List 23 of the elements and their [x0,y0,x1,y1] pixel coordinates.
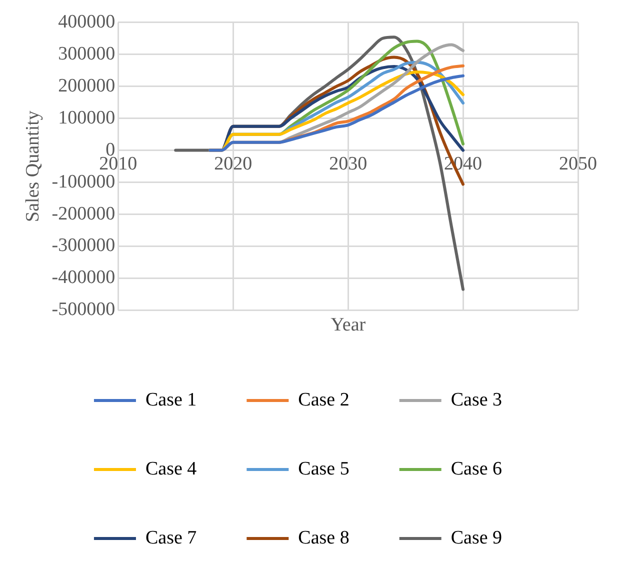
legend-label: Case 3 [450,389,502,410]
legend-label: Case 2 [298,389,350,410]
y-tick-label: -200000 [52,203,116,224]
y-tick-label: 300000 [58,43,116,64]
y-tick-label: -500000 [52,299,116,320]
y-tick-label: 400000 [58,11,116,32]
x-tick-label: 2030 [329,154,368,175]
y-tick-label: -400000 [52,267,116,288]
y-tick-label: -300000 [52,235,116,256]
legend-label: Case 1 [145,389,197,410]
legend-label: Case 9 [450,527,502,548]
y-tick-label: -100000 [52,171,116,192]
legend-label: Case 8 [298,527,350,548]
legend-label: Case 5 [298,458,350,480]
x-tick-label: 2020 [214,154,252,175]
legend-label: Case 7 [145,527,197,548]
legend-label: Case 4 [145,458,198,480]
x-tick-label: 2050 [559,154,597,175]
x-axis-title: Year [330,314,366,336]
legend-label: Case 6 [450,458,502,480]
y-tick-label: 200000 [58,75,116,96]
y-axis-title: Sales Quantity [22,110,44,222]
y-tick-label: 100000 [58,107,116,128]
